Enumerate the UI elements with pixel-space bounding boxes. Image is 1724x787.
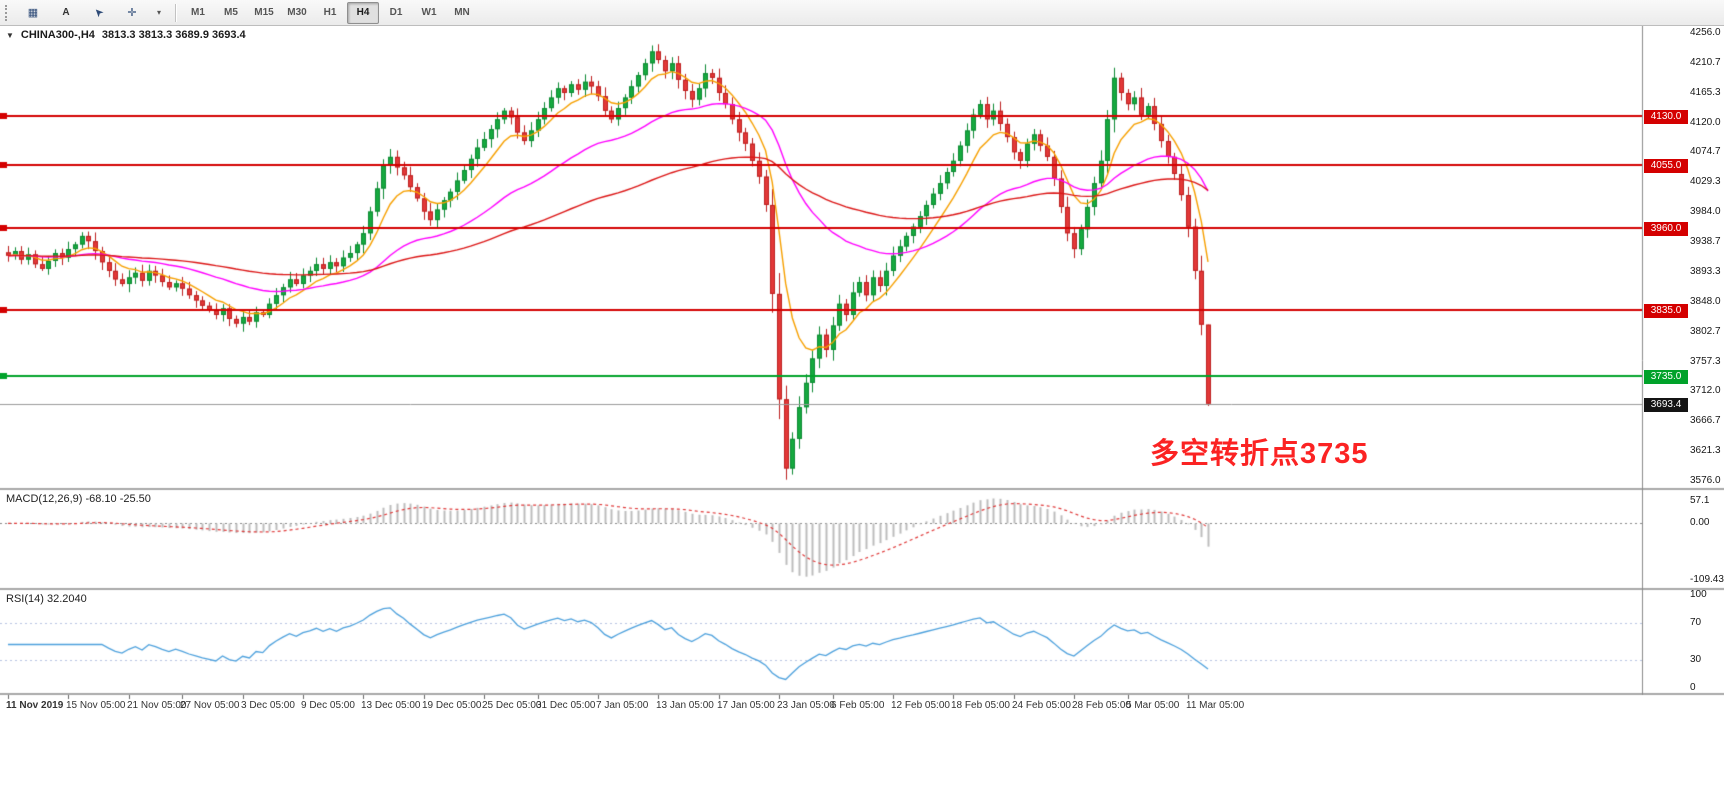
price-axis-label: 4074.7 bbox=[1690, 146, 1721, 157]
price-axis-label: 3712.0 bbox=[1690, 385, 1721, 396]
cursor-icon: ➤ bbox=[91, 4, 107, 20]
price-axis-label: 3893.3 bbox=[1690, 266, 1721, 277]
time-axis-label: 12 Feb 05:00 bbox=[891, 700, 950, 711]
time-axis-label: 27 Nov 05:00 bbox=[180, 700, 240, 711]
price-axis-label: 4256.0 bbox=[1690, 27, 1721, 38]
macd-axis-max: 57.1 bbox=[1690, 495, 1710, 506]
time-axis-label: 6 Feb 05:00 bbox=[831, 700, 885, 711]
price-axis-label: 3666.7 bbox=[1690, 415, 1721, 426]
time-axis-label: 23 Jan 05:00 bbox=[777, 700, 835, 711]
price-axis-label: 4029.3 bbox=[1690, 176, 1721, 187]
toolbar-drag-handle[interactable] bbox=[5, 4, 11, 21]
rsi-axis-30: 30 bbox=[1690, 654, 1702, 665]
collapse-triangle-icon[interactable]: ▼ bbox=[6, 30, 14, 40]
price-level-tag: 3960.0 bbox=[1644, 222, 1688, 236]
rsi-axis-100: 100 bbox=[1690, 589, 1707, 600]
price-chart-canvas[interactable] bbox=[0, 26, 1724, 787]
price-level-tag: 3735.0 bbox=[1644, 370, 1688, 384]
rsi-axis-70: 70 bbox=[1690, 617, 1702, 628]
time-axis-label: 21 Nov 05:00 bbox=[127, 700, 187, 711]
toolbar: ▦ A ➤ ✛ ▾ M1 M5 M15 M30 H1 H4 D1 W1 MN bbox=[0, 0, 1724, 26]
timeframe-button-group: M1 M5 M15 M30 H1 H4 D1 W1 MN bbox=[182, 1, 478, 24]
tools-dropdown-button[interactable]: ▾ bbox=[149, 2, 169, 24]
timeframe-button-m5[interactable]: M5 bbox=[224, 7, 238, 18]
macd-indicator-label: MACD(12,26,9) -68.10 -25.50 bbox=[6, 493, 151, 505]
time-axis-label: 5 Mar 05:00 bbox=[1126, 700, 1180, 711]
time-axis-label: 19 Dec 05:00 bbox=[422, 700, 482, 711]
time-axis-label: 17 Jan 05:00 bbox=[717, 700, 775, 711]
time-axis-label: 24 Feb 05:00 bbox=[1012, 700, 1071, 711]
rsi-axis-0: 0 bbox=[1690, 682, 1696, 693]
time-axis-label: 31 Dec 05:00 bbox=[536, 700, 596, 711]
time-axis-label: 9 Dec 05:00 bbox=[301, 700, 355, 711]
timeframe-button-h1[interactable]: H1 bbox=[323, 7, 337, 18]
timeframe-button-m30[interactable]: M30 bbox=[287, 7, 307, 18]
price-axis-label: 4165.3 bbox=[1690, 87, 1721, 98]
toolbar-separator bbox=[175, 3, 176, 22]
ohlc-values: 3813.3 3813.3 3689.9 3693.4 bbox=[101, 29, 246, 41]
text-tool-button[interactable]: A bbox=[62, 7, 70, 18]
timeframe-button-m15[interactable]: M15 bbox=[254, 7, 274, 18]
chevron-down-icon: ▾ bbox=[156, 8, 161, 17]
chart-window-icon[interactable]: ▦ bbox=[27, 7, 39, 19]
price-level-tag: 4055.0 bbox=[1644, 159, 1688, 173]
symbol-timeframe-label: CHINA300-,H4 bbox=[20, 29, 95, 41]
price-axis-label: 3848.0 bbox=[1690, 296, 1721, 307]
macd-axis-min: -109.43 bbox=[1690, 574, 1724, 585]
timeframe-button-w1[interactable]: W1 bbox=[421, 7, 437, 18]
macd-axis-zero: 0.00 bbox=[1690, 517, 1710, 528]
crosshair-icon: ✛ bbox=[127, 7, 137, 19]
time-axis-label: 18 Feb 05:00 bbox=[951, 700, 1010, 711]
chart-area[interactable]: ▼ CHINA300-,H4 3813.3 3813.3 3689.9 3693… bbox=[0, 26, 1724, 787]
time-axis-label: 25 Dec 05:00 bbox=[482, 700, 542, 711]
current-price-tag: 3693.4 bbox=[1644, 398, 1688, 412]
time-axis-label: 15 Nov 05:00 bbox=[66, 700, 126, 711]
price-axis-label: 4210.7 bbox=[1690, 57, 1721, 68]
time-axis-label: 13 Jan 05:00 bbox=[656, 700, 714, 711]
price-axis-label: 3984.0 bbox=[1690, 206, 1721, 217]
price-axis-label: 3938.7 bbox=[1690, 236, 1721, 247]
timeframe-button-d1[interactable]: D1 bbox=[389, 7, 403, 18]
cursor-tool-button[interactable]: ➤ bbox=[83, 2, 115, 24]
timeframe-button-mn[interactable]: MN bbox=[454, 7, 470, 18]
timeframe-button-h4[interactable]: H4 bbox=[347, 1, 379, 24]
price-level-tag: 3835.0 bbox=[1644, 304, 1688, 318]
crosshair-tool-button[interactable]: ✛ bbox=[116, 2, 148, 24]
chart-annotation-text: 多空转折点3735 bbox=[1150, 438, 1369, 470]
time-axis-label: 11 Mar 05:00 bbox=[1186, 700, 1245, 711]
rsi-indicator-label: RSI(14) 32.2040 bbox=[6, 593, 87, 605]
timeframe-button-m1[interactable]: M1 bbox=[191, 7, 205, 18]
time-axis-label: 7 Jan 05:00 bbox=[596, 700, 649, 711]
time-axis-label: 11 Nov 2019 bbox=[6, 700, 64, 711]
price-axis-label: 3757.3 bbox=[1690, 356, 1721, 367]
price-axis-label: 3576.0 bbox=[1690, 475, 1721, 486]
chart-title: ▼ CHINA300-,H4 3813.3 3813.3 3689.9 3693… bbox=[6, 29, 246, 41]
price-axis-label: 4120.0 bbox=[1690, 117, 1721, 128]
time-axis-label: 28 Feb 05:00 bbox=[1072, 700, 1131, 711]
time-axis-label: 13 Dec 05:00 bbox=[361, 700, 421, 711]
price-axis-label: 3621.3 bbox=[1690, 445, 1721, 456]
price-level-tag: 4130.0 bbox=[1644, 110, 1688, 124]
time-axis-label: 3 Dec 05:00 bbox=[241, 700, 295, 711]
price-axis-label: 3802.7 bbox=[1690, 326, 1721, 337]
